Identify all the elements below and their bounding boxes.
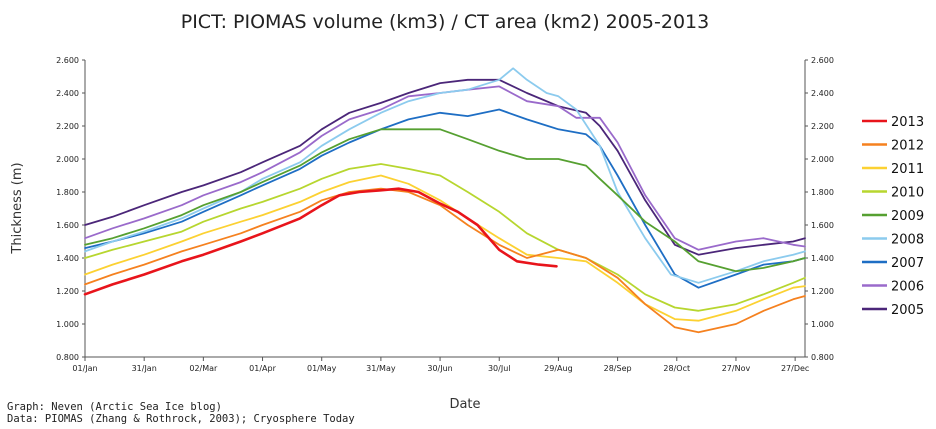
y-axis-label: Thickness (m) [10, 162, 25, 254]
x-tick-label: 30/Jun [427, 364, 452, 373]
legend-item-2006: 2006 [862, 280, 924, 295]
y-axis-left-ticks: 0.800 1.000 1.200 1.400 1.600 1.800 2.000 2.200… [56, 56, 85, 362]
x-tick-label: 31/May [366, 364, 396, 373]
y-tick-label-right: 0.800 [811, 353, 834, 362]
legend-item-2012: 2012 [862, 139, 924, 154]
legend-item-2011: 2011 [862, 162, 924, 177]
legend-item-2005: 2005 [862, 303, 924, 318]
x-tick-label: 27/Nov [722, 364, 751, 373]
x-tick-label: 29/Aug [544, 364, 573, 373]
x-tick-label: 01/Jan [72, 364, 97, 373]
y-tick-label-left: 1.000 [56, 320, 79, 329]
y-tick-label-right: 1.200 [811, 287, 834, 296]
x-tick-label: 28/Sep [604, 364, 632, 373]
legend-label: 2012 [891, 139, 924, 154]
x-tick-label: 31/Jan [132, 364, 157, 373]
legend: 2013 2012 2011 2010 2009 2008 2007 2006 2005 [862, 115, 924, 318]
legend-label: 2005 [891, 303, 924, 318]
legend-label: 2009 [891, 209, 924, 224]
legend-label: 2006 [891, 280, 924, 295]
y-tick-label-left: 1.400 [56, 254, 79, 263]
chart-title: PICT: PIOMAS volume (km3) / CT area (km2… [181, 11, 709, 33]
x-tick-label: 30/Jul [488, 364, 511, 373]
series-line-2012 [84, 187, 806, 334]
y-tick-label-right: 2.000 [811, 155, 834, 164]
y-axis-right-ticks: 0.800 1.000 1.200 1.400 1.600 1.800 2.000 2.200… [805, 56, 834, 362]
legend-label: 2010 [891, 186, 924, 201]
legend-label: 2008 [891, 233, 924, 248]
y-tick-label-left: 1.200 [56, 287, 79, 296]
series-line-2006 [84, 85, 806, 251]
y-tick-label-right: 2.400 [811, 89, 834, 98]
series-lines [83, 67, 806, 334]
y-tick-label-right: 1.800 [811, 188, 834, 197]
credit-graph: Graph: Neven (Arctic Sea Ice blog) [7, 401, 222, 413]
x-tick-label: 27/Dec [781, 364, 809, 373]
x-tick-label: 01/Apr [249, 364, 276, 373]
series-line-2013 [83, 187, 558, 296]
y-tick-label-left: 2.600 [56, 56, 79, 65]
x-tick-label: 28/Oct [663, 364, 690, 373]
y-tick-label-right: 2.200 [811, 122, 834, 131]
legend-item-2008: 2008 [862, 233, 924, 248]
y-tick-label-right: 1.400 [811, 254, 834, 263]
x-tick-label: 01/May [307, 364, 337, 373]
y-tick-label-left: 2.200 [56, 122, 79, 131]
legend-item-2010: 2010 [862, 186, 924, 201]
legend-label: 2011 [891, 162, 924, 177]
legend-item-2007: 2007 [862, 256, 924, 271]
x-tick-label: 02/Mar [189, 364, 218, 373]
y-tick-label-right: 2.600 [811, 56, 834, 65]
credit-data: Data: PIOMAS (Zhang & Rothrock, 2003); C… [7, 413, 355, 425]
y-tick-label-left: 1.800 [56, 188, 79, 197]
y-tick-label-left: 1.600 [56, 221, 79, 230]
series-line-2008 [84, 67, 806, 284]
series-line-2010 [84, 163, 806, 312]
series-line-2007 [84, 108, 806, 289]
y-tick-label-right: 1.000 [811, 320, 834, 329]
x-axis-label: Date [449, 397, 480, 412]
y-tick-label-left: 2.400 [56, 89, 79, 98]
plot-frame [84, 60, 806, 358]
x-axis-ticks: 01/Jan 31/Jan 02/Mar 01/Apr 01/May 31/May 30/J… [72, 357, 809, 373]
y-tick-label-left: 0.800 [56, 353, 79, 362]
legend-label: 2013 [891, 115, 924, 130]
y-tick-label-left: 2.000 [56, 155, 79, 164]
y-tick-label-right: 1.600 [811, 221, 834, 230]
legend-item-2013: 2013 [862, 115, 924, 130]
legend-item-2009: 2009 [862, 209, 924, 224]
series-line-2005 [84, 78, 806, 256]
legend-label: 2007 [891, 256, 924, 271]
series-line-2009 [84, 128, 806, 273]
